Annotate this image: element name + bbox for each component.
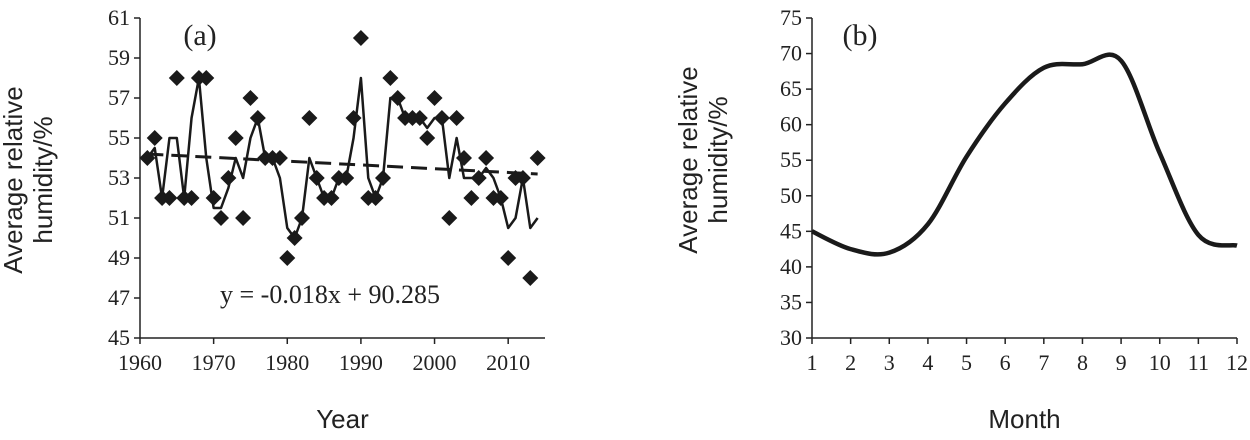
panel-label: (a) xyxy=(183,19,216,52)
data-point xyxy=(463,190,480,206)
data-line xyxy=(146,76,539,240)
x-tick-label: 11 xyxy=(1188,350,1209,375)
y-tick-label: 30 xyxy=(780,325,802,350)
y-tick-label: 47 xyxy=(108,285,130,310)
x-tick-label: 8 xyxy=(1077,350,1088,375)
x-tick-label: 3 xyxy=(884,350,895,375)
data-line xyxy=(811,52,1238,257)
data-point xyxy=(161,190,178,206)
y-tick-label: 53 xyxy=(108,165,130,190)
y-tick-label: 40 xyxy=(780,254,802,279)
x-tick-label: 5 xyxy=(961,350,972,375)
y-tick-label: 61 xyxy=(108,5,130,30)
data-point xyxy=(168,70,185,86)
data-point xyxy=(426,90,443,106)
data-point xyxy=(213,210,229,226)
equation: y = -0.018x + 90.285 xyxy=(220,280,440,309)
y-tick-label: 59 xyxy=(108,45,130,70)
y-tick-label: 70 xyxy=(780,41,802,66)
y-tick-label: 45 xyxy=(108,325,130,350)
data-point xyxy=(242,90,259,106)
data-point xyxy=(279,250,296,266)
y-tick-label: 60 xyxy=(780,112,802,137)
y-tick-label: 65 xyxy=(780,76,802,101)
data-point xyxy=(235,210,252,226)
y-axis-label: humidity/% xyxy=(28,116,58,243)
y-axis-label: humidity/% xyxy=(703,96,733,223)
data-point xyxy=(205,190,222,206)
y-tick-label: 57 xyxy=(108,85,130,110)
data-point xyxy=(522,270,539,286)
y-tick-label: 55 xyxy=(108,125,130,150)
x-axis-label: Month xyxy=(988,404,1060,434)
y-tick-label: 75 xyxy=(780,5,802,30)
trend-line xyxy=(147,152,538,176)
x-tick-label: 7 xyxy=(1038,350,1049,375)
data-point xyxy=(198,70,215,86)
x-tick-label: 9 xyxy=(1116,350,1127,375)
x-tick-label: 1990 xyxy=(339,350,383,375)
x-tick-label: 4 xyxy=(922,350,933,375)
y-tick-label: 55 xyxy=(780,147,802,172)
x-tick-label: 12 xyxy=(1226,350,1248,375)
data-point xyxy=(382,70,399,86)
data-point xyxy=(301,110,318,126)
data-point xyxy=(146,130,163,146)
y-tick-label: 51 xyxy=(108,205,130,230)
data-point xyxy=(345,110,362,126)
x-tick-label: 2010 xyxy=(486,350,530,375)
x-tick-label: 6 xyxy=(1000,350,1011,375)
data-point xyxy=(352,30,369,46)
x-tick-label: 10 xyxy=(1149,350,1171,375)
x-tick-label: 2000 xyxy=(413,350,457,375)
data-point xyxy=(419,130,436,146)
data-point xyxy=(500,250,517,266)
data-point xyxy=(448,110,465,126)
data-point xyxy=(478,150,495,166)
y-tick-label: 50 xyxy=(780,183,802,208)
panel-label: (b) xyxy=(843,19,878,52)
y-tick-label: 45 xyxy=(780,218,802,243)
x-tick-label: 1960 xyxy=(118,350,162,375)
y-axis-label: Average relative xyxy=(0,86,28,273)
x-tick-label: 2 xyxy=(845,350,856,375)
y-axis-label: Average relative xyxy=(673,66,703,253)
x-tick-label: 1980 xyxy=(265,350,309,375)
data-point xyxy=(227,130,244,146)
x-tick-label: 1970 xyxy=(192,350,236,375)
x-axis-label: Year xyxy=(316,404,369,434)
data-point xyxy=(529,150,546,166)
y-tick-label: 35 xyxy=(780,289,802,314)
x-tick-label: 1 xyxy=(807,350,818,375)
data-point xyxy=(441,210,458,226)
data-point xyxy=(183,190,200,206)
y-tick-label: 49 xyxy=(108,245,130,270)
